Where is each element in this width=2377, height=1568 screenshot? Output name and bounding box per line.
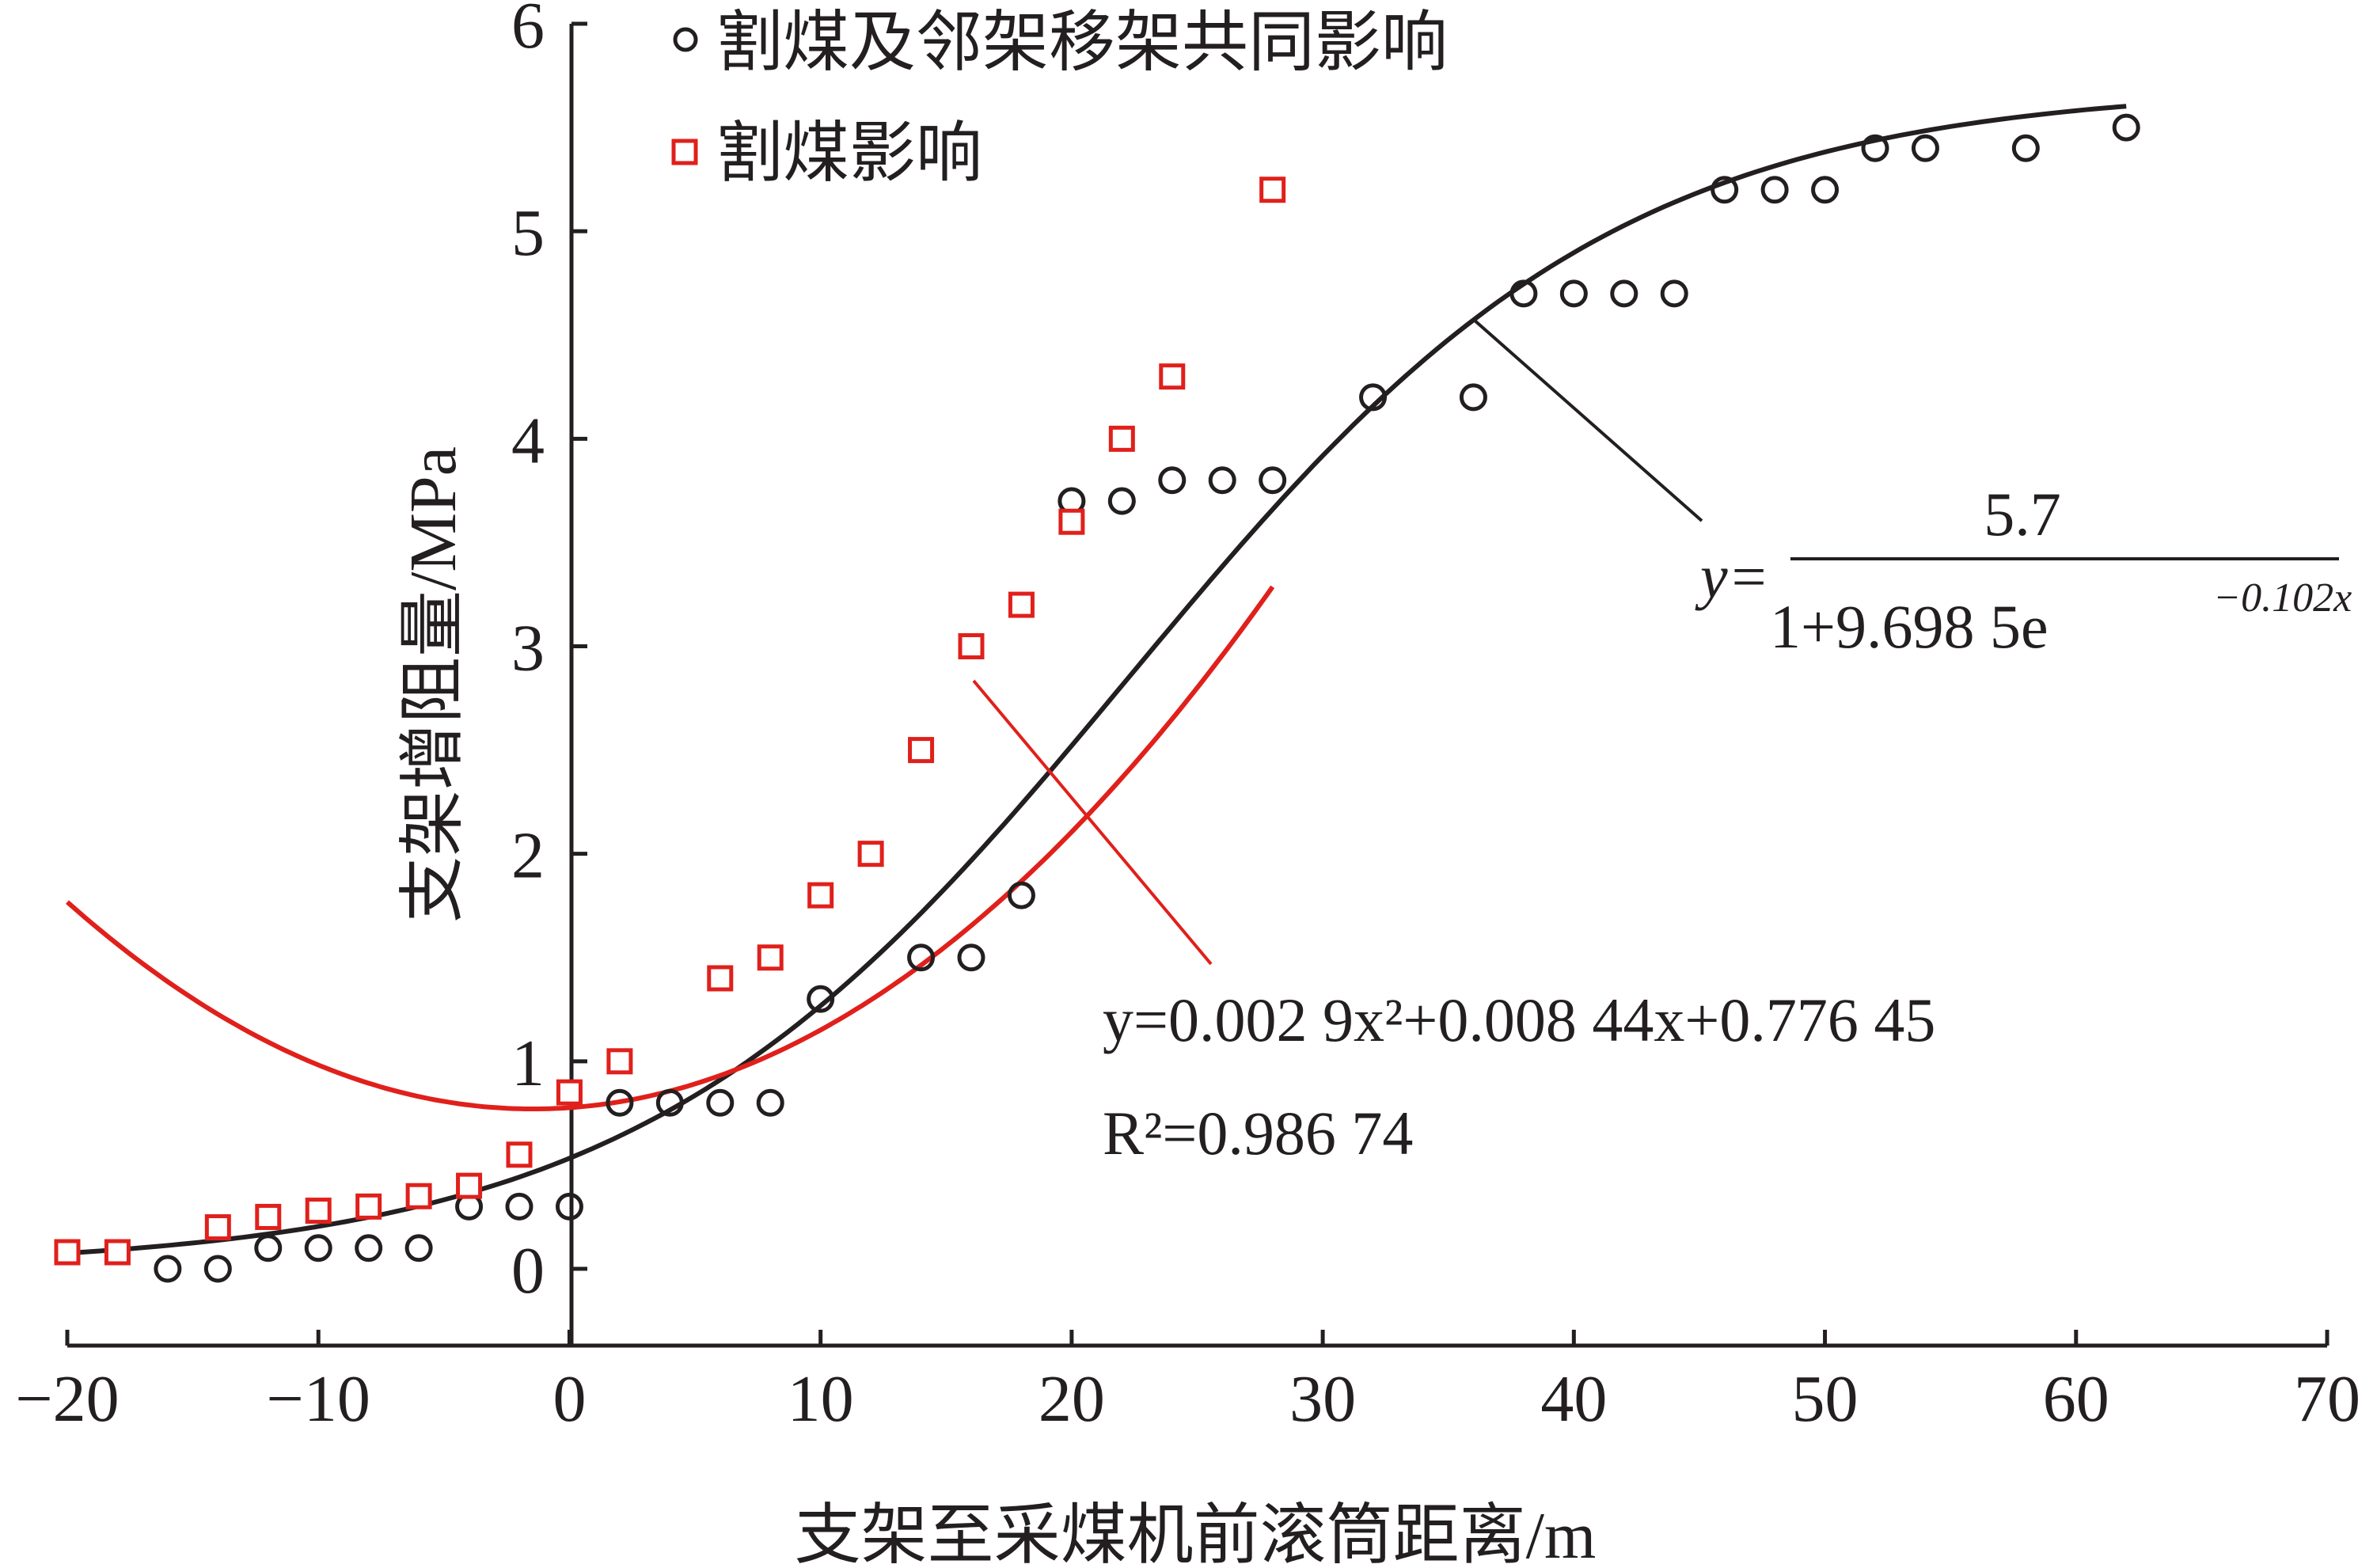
y-tick-label: 5	[511, 196, 545, 270]
x-tick-label: 20	[1039, 1362, 1105, 1436]
x-tick-label: 30	[1289, 1362, 1356, 1436]
y-axis-title: 支架增阻量/MPa	[397, 446, 470, 923]
quadratic-eq-text: y=0.002 9x²+0.008 44x+0.776 45	[1103, 985, 1935, 1054]
data-point-square	[506, 1141, 533, 1168]
y-tick-label: 3	[511, 612, 545, 685]
data-point-square	[255, 1203, 282, 1230]
logistic-eq-denominator: 1+9.698 5e	[1770, 592, 2049, 661]
data-point-circle	[2011, 134, 2040, 162]
data-point-square	[908, 737, 935, 764]
data-point-square	[456, 1172, 483, 1199]
data-point-square	[104, 1239, 131, 1266]
data-point-circle	[1259, 466, 1287, 495]
y-tick-label: 6	[511, 0, 545, 63]
data-point-square	[556, 1079, 583, 1106]
data-point-circle	[154, 1255, 182, 1283]
data-point-circle	[957, 943, 985, 972]
legend: 割煤及邻架移架共同影响 割煤影响	[671, 6, 1448, 191]
data-point-circle	[1660, 279, 1688, 308]
x-tick-label: −20	[15, 1362, 119, 1436]
data-point-square	[606, 1048, 633, 1075]
data-point-circle	[1911, 134, 1939, 162]
y-tick-label: 0	[511, 1234, 545, 1308]
data-point-circle	[1861, 134, 1889, 162]
data-point-circle	[355, 1234, 383, 1262]
y-tick-label: 1	[511, 1027, 545, 1100]
x-tick-label: 40	[1540, 1362, 1607, 1436]
data-point-circle	[606, 1088, 634, 1117]
data-point-circle	[807, 985, 835, 1013]
x-tick-label: 60	[2043, 1362, 2109, 1436]
data-point-circle	[1158, 466, 1187, 495]
data-point-square	[1058, 508, 1085, 535]
data-point-square	[204, 1214, 231, 1241]
data-point-circle	[1509, 279, 1538, 308]
x-tick-label: 50	[1792, 1362, 1859, 1436]
data-point-circle	[1559, 279, 1588, 308]
x-tick-label: 0	[552, 1362, 586, 1436]
data-point-circle	[1811, 176, 1840, 204]
axes	[67, 24, 2327, 1348]
logistic-eq-numerator: 5.7	[1984, 480, 2061, 549]
data-point-circle	[304, 1234, 332, 1262]
data-point-circle	[1359, 383, 1388, 412]
y-tick-label: 4	[511, 404, 545, 477]
data-point-square	[1259, 177, 1286, 203]
data-point-square	[707, 965, 734, 992]
logistic-eq-exponent: −0.102x	[2213, 575, 2352, 621]
logistic-fit-curve	[66, 104, 2127, 1256]
quadratic-r2-text: R²=0.986 74	[1103, 1099, 1413, 1167]
x-tick-label: −10	[267, 1362, 370, 1436]
data-point-circle	[1107, 487, 1136, 515]
data-point-circle	[505, 1192, 533, 1221]
data-point-circle	[907, 943, 936, 972]
data-point-circle	[756, 1088, 784, 1117]
data-point-square	[1159, 363, 1186, 390]
quadratic-fit-curve	[66, 585, 1275, 1111]
data-point-square	[857, 841, 884, 868]
x-ticks: −20 −10 0 10 20 30 40 50 60 70	[15, 1330, 2360, 1436]
legend-label-combined: 割煤及邻架移架共同影响	[716, 6, 1448, 80]
data-point-circle	[1760, 176, 1789, 204]
data-point-circle	[1459, 383, 1487, 412]
data-point-circle	[1208, 466, 1236, 495]
data-point-circle	[555, 1192, 583, 1221]
quadratic-equation: y=0.002 9x²+0.008 44x+0.776 45 R²=0.986 …	[1103, 985, 1935, 1167]
y-ticks: 0 1 2 3 4 5 6	[511, 0, 587, 1308]
x-tick-label: 70	[2294, 1362, 2360, 1436]
logistic-leader-line	[1472, 318, 1703, 522]
legend-label-cutting: 割煤影响	[716, 117, 982, 191]
data-point-circle	[706, 1088, 735, 1117]
data-point-circle	[254, 1234, 283, 1262]
quadratic-leader-line	[972, 679, 1213, 966]
data-point-circle	[404, 1234, 433, 1262]
legend-square-marker	[671, 139, 698, 165]
data-point-circle	[203, 1255, 232, 1283]
data-point-square	[807, 882, 834, 909]
logistic-eq-lhs: y=	[1695, 542, 1769, 611]
data-point-circle	[1610, 279, 1638, 308]
data-point-square	[757, 944, 784, 971]
data-point-circle	[1007, 881, 1035, 909]
data-point-square	[1108, 425, 1135, 452]
data-point-square	[305, 1198, 332, 1224]
series-cutting-points	[54, 177, 1286, 1266]
data-point-circle	[655, 1088, 684, 1117]
data-point-square	[405, 1183, 432, 1209]
data-point-circle	[2112, 113, 2140, 142]
data-point-circle	[1711, 176, 1739, 204]
data-point-square	[355, 1193, 382, 1220]
x-tick-label: 10	[788, 1362, 854, 1436]
series-combined-points	[154, 113, 2140, 1283]
logistic-equation: y= 5.7 1+9.698 5e −0.102x	[1695, 480, 2352, 661]
data-point-square	[958, 633, 985, 659]
data-point-square	[54, 1239, 81, 1266]
y-tick-label: 2	[511, 819, 545, 893]
x-axis-title: 支架至采煤机前滚筒距离/m	[795, 1499, 1597, 1568]
data-point-square	[1008, 591, 1035, 618]
legend-circle-marker	[673, 27, 698, 52]
